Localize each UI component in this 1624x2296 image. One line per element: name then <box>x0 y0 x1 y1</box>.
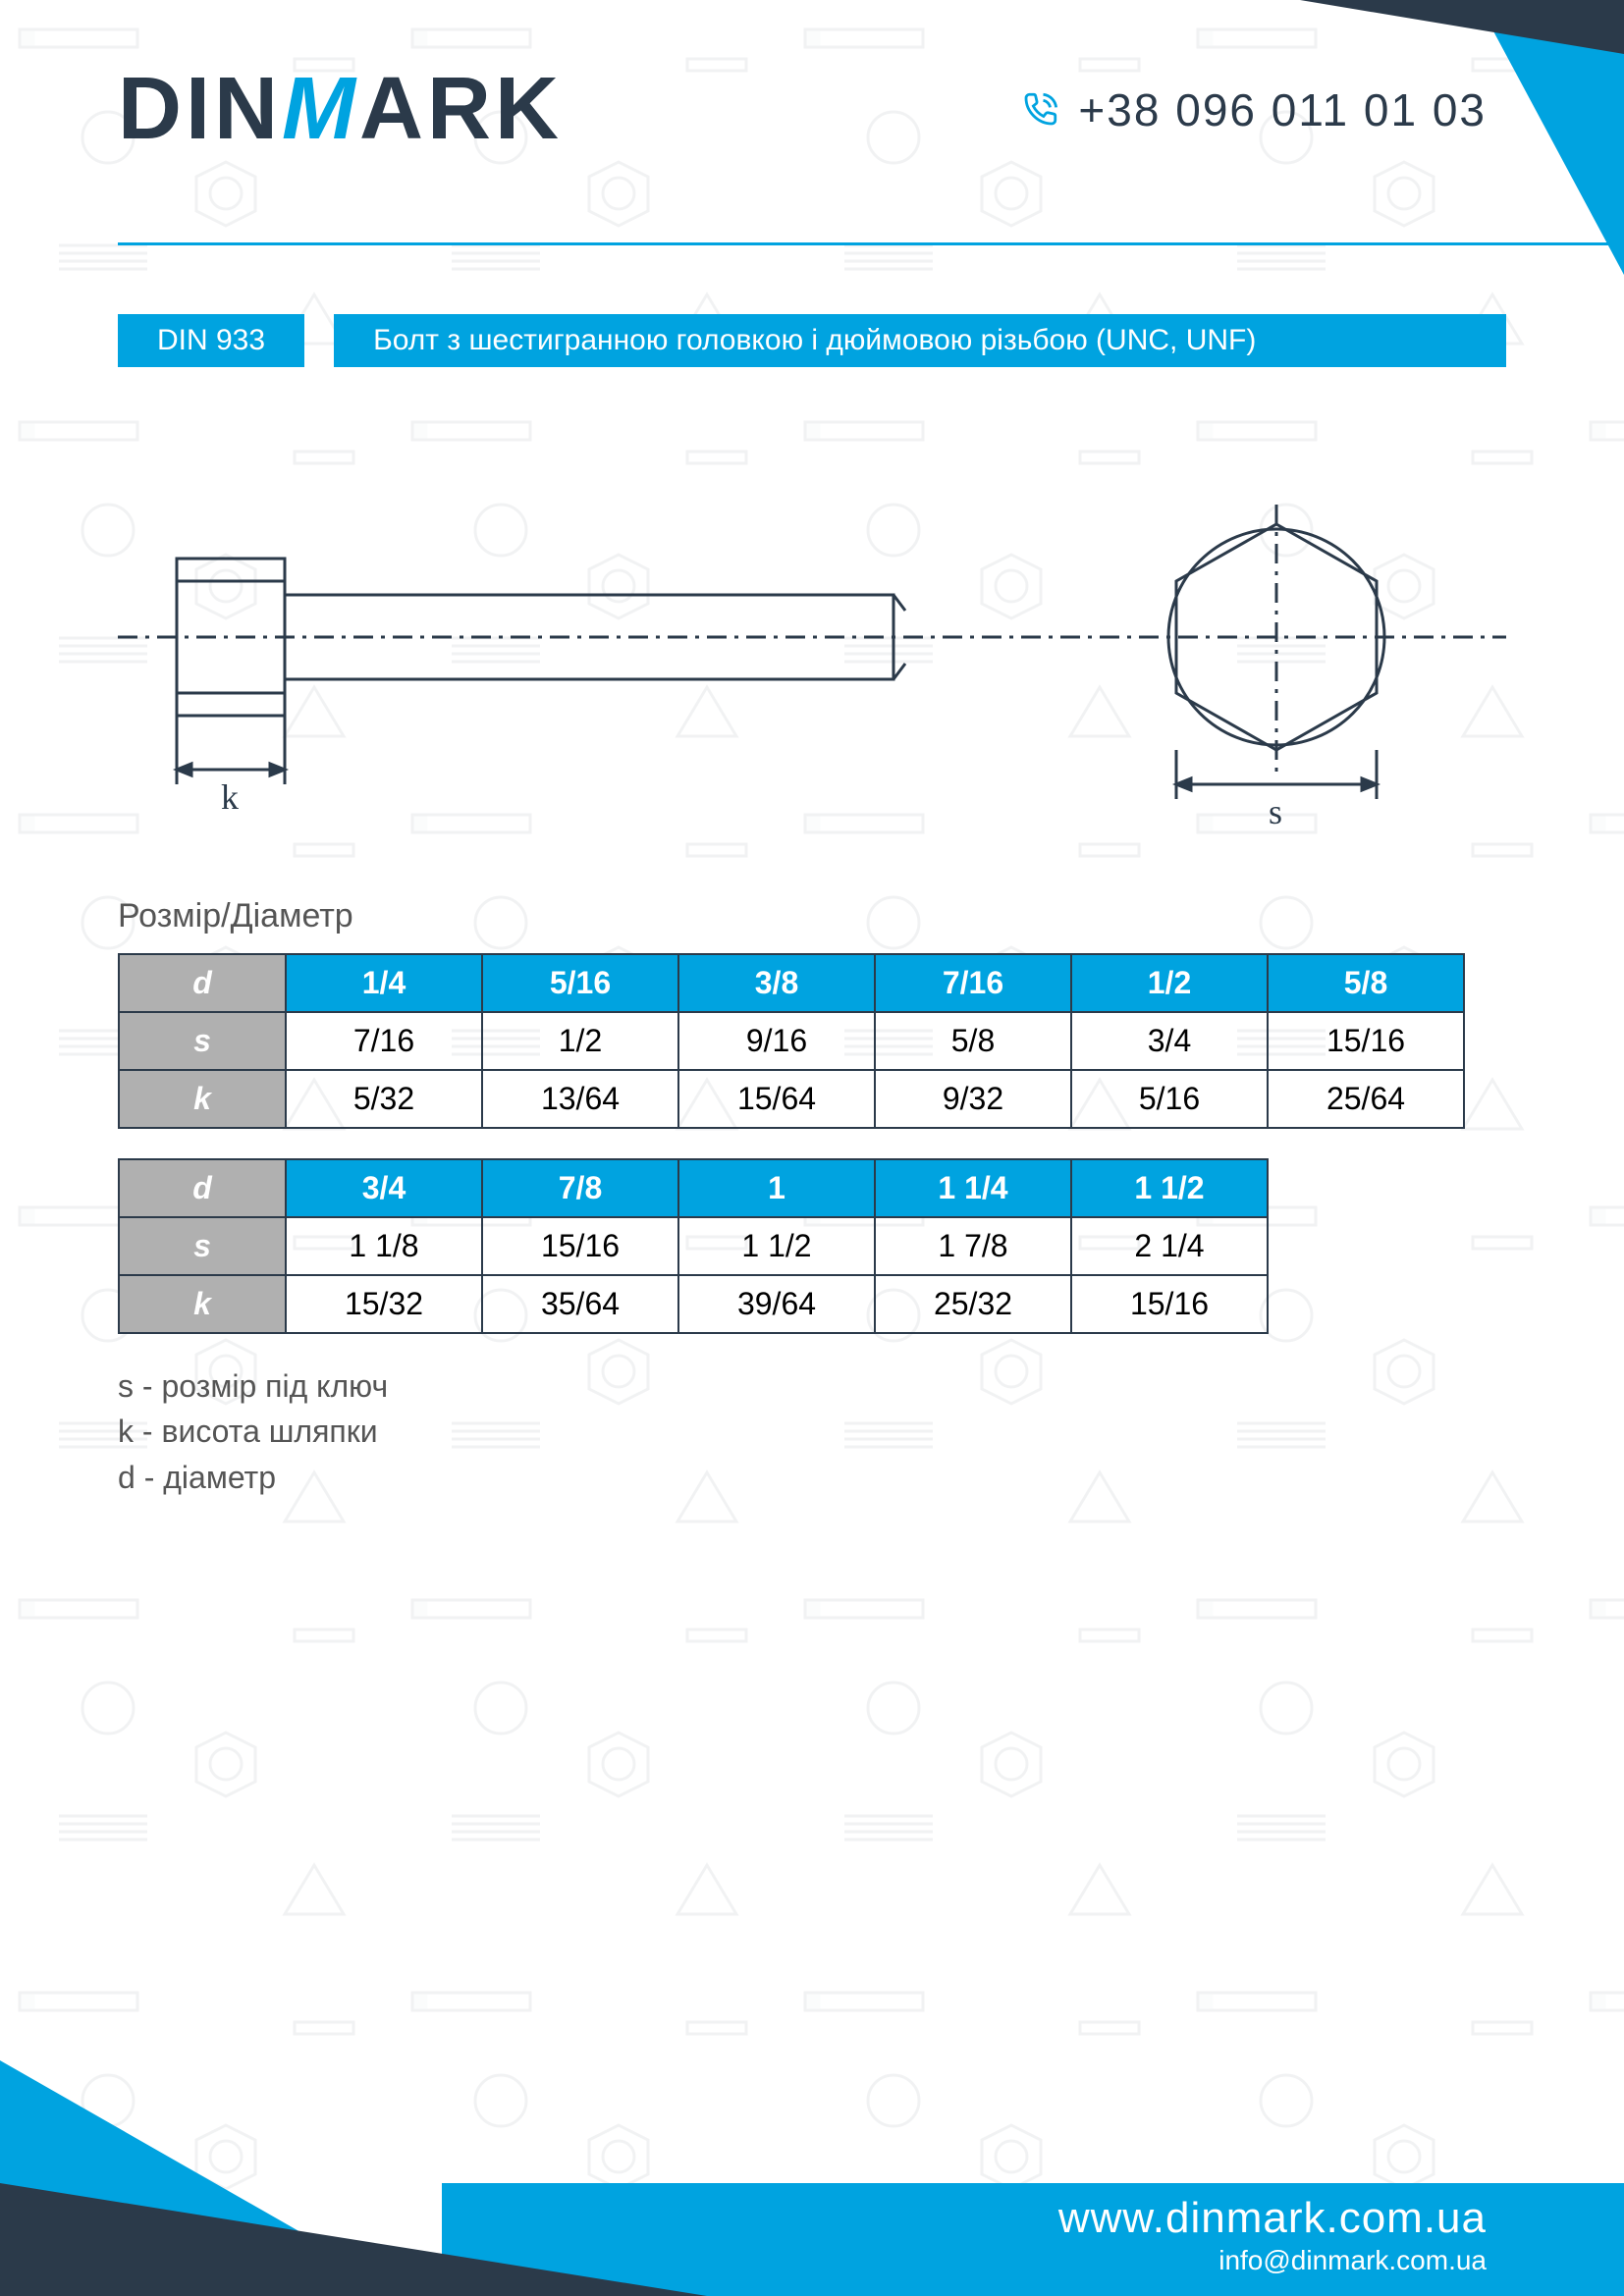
legend-s: s - розмір під ключ <box>118 1363 1506 1409</box>
cell: 25/64 <box>1268 1070 1464 1128</box>
cell: 13/64 <box>482 1070 678 1128</box>
cell: 7/8 <box>482 1159 678 1217</box>
cell: 15/32 <box>286 1275 482 1333</box>
legend-d: d - діаметр <box>118 1455 1506 1500</box>
cell: 1 <box>678 1159 875 1217</box>
cell: 15/64 <box>678 1070 875 1128</box>
phone-block: +38 096 011 01 03 <box>1019 83 1487 136</box>
cell: 5/16 <box>1071 1070 1268 1128</box>
cell: 1 7/8 <box>875 1217 1071 1275</box>
table-row: k 5/32 13/64 15/64 9/32 5/16 25/64 <box>119 1070 1464 1128</box>
cell: 9/16 <box>678 1012 875 1070</box>
logo-suffix: ARK <box>359 60 563 158</box>
cell: 1/4 <box>286 954 482 1012</box>
legend: s - розмір під ключ k - висота шляпки d … <box>118 1363 1506 1500</box>
cell: 5/8 <box>875 1012 1071 1070</box>
title-description: Болт з шестигранною головкою і дюймовою … <box>334 314 1506 367</box>
title-row: DIN 933 Болт з шестигранною головкою і д… <box>0 314 1624 367</box>
row-header-k: k <box>119 1070 286 1128</box>
footer: www.dinmark.com.ua info@dinmark.com.ua <box>0 2060 1624 2296</box>
cell: 39/64 <box>678 1275 875 1333</box>
table-row: k 15/32 35/64 39/64 25/32 15/16 <box>119 1275 1268 1333</box>
cell: 15/16 <box>482 1217 678 1275</box>
cell: 3/4 <box>286 1159 482 1217</box>
header-divider <box>118 242 1624 245</box>
cell: 5/16 <box>482 954 678 1012</box>
table-row: s 1 1/8 15/16 1 1/2 1 7/8 2 1/4 <box>119 1217 1268 1275</box>
table-row: s 7/16 1/2 9/16 5/8 3/4 15/16 <box>119 1012 1464 1070</box>
row-header-s: s <box>119 1217 286 1275</box>
diagram-label-k: k <box>221 777 239 817</box>
logo-prefix: DIN <box>118 60 282 158</box>
cell: 1 1/4 <box>875 1159 1071 1217</box>
footer-email: info@dinmark.com.ua <box>1058 2245 1487 2276</box>
legend-k: k - висота шляпки <box>118 1409 1506 1454</box>
header: DINMARK +38 096 011 01 03 <box>0 0 1624 275</box>
header-triangle-grey <box>1300 0 1624 54</box>
section-label: Розмір/Діаметр <box>118 897 1624 935</box>
row-header-k: k <box>119 1275 286 1333</box>
cell: 1 1/2 <box>678 1217 875 1275</box>
cell: 1/2 <box>1071 954 1268 1012</box>
footer-triangle-grey <box>0 2183 707 2296</box>
footer-text: www.dinmark.com.ua info@dinmark.com.ua <box>1058 2194 1487 2276</box>
table-row: d 1/4 5/16 3/8 7/16 1/2 5/8 <box>119 954 1464 1012</box>
cell: 2 1/4 <box>1071 1217 1268 1275</box>
cell: 1 1/8 <box>286 1217 482 1275</box>
row-header-d: d <box>119 954 286 1012</box>
cell: 3/8 <box>678 954 875 1012</box>
diagram-label-s: s <box>1269 792 1282 831</box>
table-row: d 3/4 7/8 1 1 1/4 1 1/2 <box>119 1159 1268 1217</box>
phone-number: +38 096 011 01 03 <box>1078 83 1487 136</box>
row-header-d: d <box>119 1159 286 1217</box>
cell: 25/32 <box>875 1275 1071 1333</box>
footer-url: www.dinmark.com.ua <box>1058 2194 1487 2243</box>
cell: 3/4 <box>1071 1012 1268 1070</box>
cell: 15/16 <box>1071 1275 1268 1333</box>
technical-diagram: k s <box>118 485 1506 838</box>
cell: 9/32 <box>875 1070 1071 1128</box>
cell: 1 1/2 <box>1071 1159 1268 1217</box>
phone-icon <box>1019 89 1060 131</box>
cell: 5/8 <box>1268 954 1464 1012</box>
spec-table-1: d 1/4 5/16 3/8 7/16 1/2 5/8 s 7/16 1/2 9… <box>118 953 1465 1129</box>
cell: 15/16 <box>1268 1012 1464 1070</box>
title-code: DIN 933 <box>118 314 304 367</box>
spec-table-2: d 3/4 7/8 1 1 1/4 1 1/2 s 1 1/8 15/16 1 … <box>118 1158 1269 1334</box>
cell: 1/2 <box>482 1012 678 1070</box>
cell: 35/64 <box>482 1275 678 1333</box>
logo-mid: M <box>282 60 359 158</box>
cell: 5/32 <box>286 1070 482 1128</box>
cell: 7/16 <box>875 954 1071 1012</box>
row-header-s: s <box>119 1012 286 1070</box>
cell: 7/16 <box>286 1012 482 1070</box>
